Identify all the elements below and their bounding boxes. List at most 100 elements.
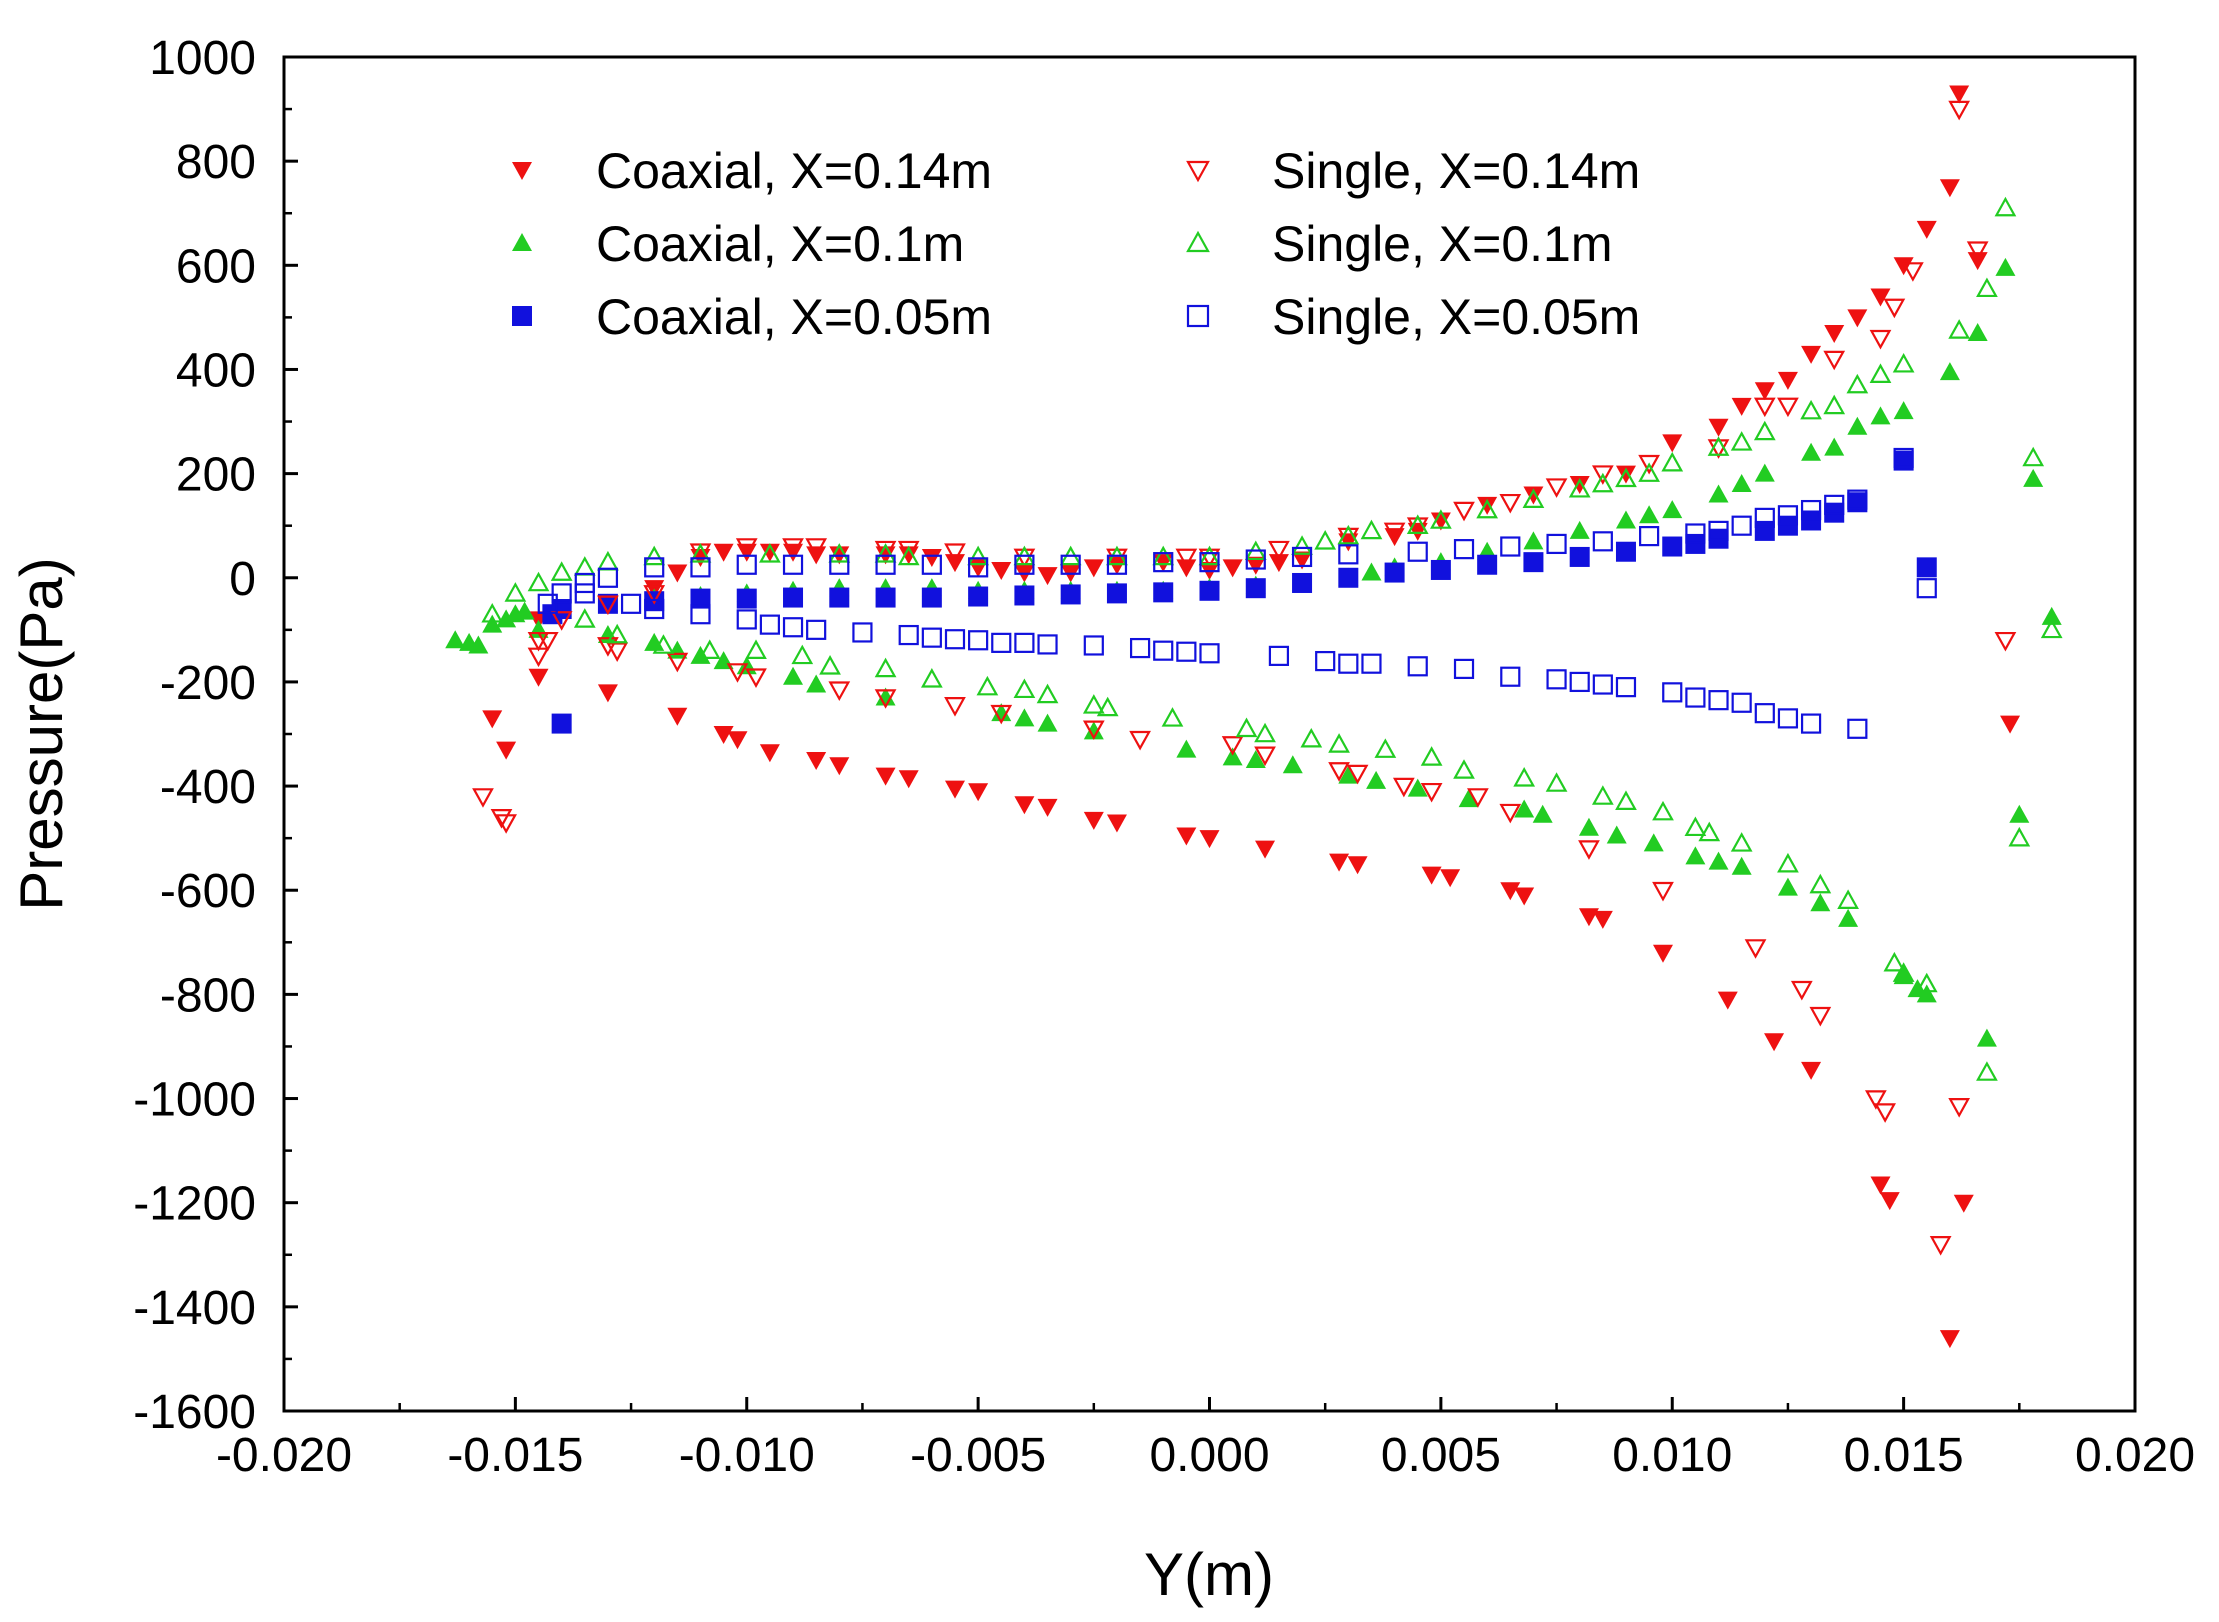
data-point [482,614,503,633]
data-point [968,630,989,651]
data-point [759,543,781,563]
data-point [782,617,804,638]
x-tick-label: 0.000 [1149,1429,1269,1482]
data-point [1916,984,1937,1003]
data-point [875,587,896,608]
data-point [1176,827,1197,846]
data-point [759,543,780,562]
legend-label: Single, X=0.1m [1272,216,1612,272]
data-point [1893,450,1914,471]
data-point [690,645,711,664]
data-point [1513,767,1536,787]
data-point [967,545,989,566]
data-point [1764,1033,1785,1052]
data-point [1708,484,1729,503]
legend-label: Coaxial, X=0.05m [596,289,992,345]
data-point [875,687,896,706]
data-point [1477,554,1498,575]
data-point [806,619,827,640]
data-point [1153,552,1174,573]
data-point [1777,397,1799,418]
data-point [1754,507,1775,528]
data-point [968,783,989,802]
series-5 [537,447,1937,739]
data-point [528,668,549,687]
data-point [2008,826,2031,847]
data-point [1949,85,1970,104]
data-point [1948,319,1971,339]
data-point [1199,552,1220,573]
data-point [1453,658,1475,680]
data-point [1407,541,1428,562]
data-point [1916,578,1937,599]
data-point [1013,678,1036,699]
data-point [574,572,595,594]
legend-marker [1186,230,1210,253]
data-point [1199,580,1220,601]
data-point [1060,584,1081,605]
y-tick-label: -800 [160,969,256,1022]
data-point [1847,718,1868,739]
data-point [1953,1194,1974,1213]
data-point [1893,257,1914,276]
data-point [1652,881,1674,902]
data-point [852,622,873,643]
data-point [1421,866,1442,885]
data-point [1777,505,1799,526]
data-point [1545,772,1568,792]
data-point [666,652,689,673]
data-point [1314,530,1337,550]
data-point [1037,798,1058,817]
data-point [829,587,850,608]
legend: Coaxial, X=0.14m Coaxial, X=0.1m Coaxial, … [512,143,1640,345]
data-point [1916,220,1937,239]
data-point [2000,715,2021,734]
data-point [1824,325,1845,344]
data-point [1453,501,1475,522]
data-point [1777,852,1799,873]
data-point [1500,666,1521,687]
data-point [550,611,573,631]
data-point [597,684,618,703]
data-point [1870,288,1891,307]
data-point [1847,309,1868,328]
y-tick-label: 0 [229,553,256,606]
data-point [1777,877,1798,896]
data-point [551,583,572,604]
data-point [1864,1090,1887,1110]
x-tick-label: -0.020 [216,1429,352,1482]
data-point [1591,472,1614,493]
data-point [782,538,804,558]
series-4 [481,196,2063,1081]
x-axis: -0.020 -0.015 -0.010 -0.005 0.000 0.005 0.010 0… [216,1397,2195,1482]
data-point [468,635,489,654]
data-point [1268,540,1290,561]
data-point [2023,468,2044,487]
data-point [991,703,1012,722]
data-point [689,543,712,563]
data-point [783,666,804,685]
data-point [1291,535,1313,555]
data-point [597,567,619,588]
data-point [1638,462,1660,482]
data-point [1685,687,1706,708]
data-point [1523,531,1544,550]
data-point [1810,893,1831,912]
legend-entry: Single, X=0.1m [1186,216,1612,272]
data-point [1966,241,1989,261]
data-point [1254,746,1276,767]
data-point [783,587,804,608]
data-point [1420,782,1443,803]
data-point [1430,559,1451,580]
data-point [1082,720,1105,741]
data-point [944,780,965,799]
data-point [1823,394,1846,415]
data-point [504,582,527,602]
legend-entry: Coaxial, X=0.1m [512,216,964,272]
data-point [1754,463,1775,482]
data-point [736,609,757,630]
data-point [1652,800,1674,821]
data-point [667,564,688,583]
data-point [1569,671,1590,693]
